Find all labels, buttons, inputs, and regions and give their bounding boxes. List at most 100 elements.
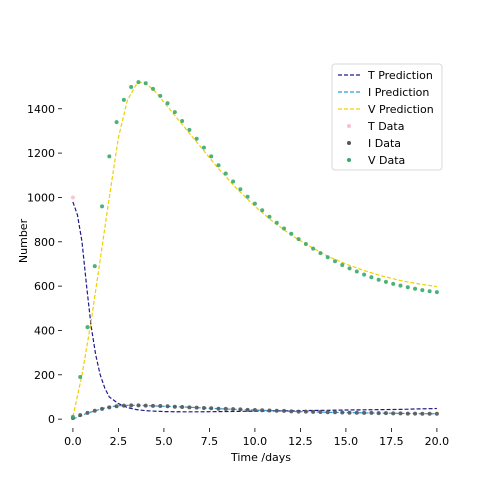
point-i-data	[252, 408, 257, 413]
point-i-data	[150, 403, 155, 408]
point-i-data	[231, 407, 236, 412]
x-tick-label: 0.0	[64, 435, 82, 448]
point-v-data	[209, 154, 214, 159]
legend: T Prediction I Prediction V Prediction T…	[331, 63, 443, 171]
point-i-data	[413, 411, 418, 416]
point-v-data	[238, 187, 243, 192]
point-v-data	[282, 226, 287, 231]
point-v-data	[201, 145, 206, 150]
point-i-data	[187, 405, 192, 410]
point-i-data	[332, 410, 337, 415]
point-i-data	[383, 411, 388, 416]
x-tick-label: 7.5	[201, 435, 219, 448]
point-i-data	[143, 403, 148, 408]
point-v-data	[383, 279, 388, 284]
point-i-data	[114, 404, 119, 409]
point-v-data	[347, 266, 352, 271]
line-v-prediction	[72, 81, 437, 418]
line-i-prediction	[72, 404, 437, 420]
point-v-data	[172, 110, 177, 115]
y-tick-label: 0	[48, 413, 55, 426]
legend-marker-i-data	[347, 141, 351, 145]
axes: 0.0 2.5 5.0 7.5 10.0 12.5 15.0 17.5 20.0 0 200 400 6…	[27, 103, 449, 448]
point-i-data	[420, 411, 425, 416]
point-i-data	[216, 406, 221, 411]
point-v-data	[158, 93, 163, 98]
point-i-data	[165, 404, 170, 409]
point-i-data	[85, 410, 90, 415]
point-v-data	[354, 269, 359, 274]
point-v-data	[362, 272, 367, 277]
point-v-data	[274, 220, 279, 225]
point-v-data	[136, 80, 141, 85]
legend-label-t-prediction: T Prediction	[367, 69, 433, 82]
point-v-data	[216, 163, 221, 168]
legend-marker-t-data	[347, 124, 351, 128]
point-v-data	[92, 264, 97, 269]
point-i-data	[260, 408, 265, 413]
point-i-data	[398, 411, 403, 416]
point-v-data	[85, 325, 90, 330]
point-v-data	[260, 208, 265, 213]
y-axis-label: Number	[17, 218, 30, 263]
point-v-data	[245, 194, 250, 199]
point-t-data	[70, 195, 75, 200]
point-i-data	[267, 408, 272, 413]
point-v-data	[194, 136, 199, 141]
point-v-data	[78, 375, 83, 380]
y-tick-label: 1000	[27, 191, 55, 204]
data-points	[70, 80, 439, 421]
point-v-data	[332, 259, 337, 264]
point-i-data	[296, 409, 301, 414]
point-i-data	[325, 410, 330, 415]
point-v-data	[434, 290, 439, 295]
point-i-data	[136, 403, 141, 408]
legend-box	[331, 63, 443, 171]
point-v-data	[391, 281, 396, 286]
point-v-data	[165, 101, 170, 106]
x-tick-label: 2.5	[110, 435, 128, 448]
y-tick-label: 800	[34, 236, 55, 249]
y-tick-label: 200	[34, 369, 55, 382]
point-v-data	[70, 414, 75, 419]
line-t-prediction	[72, 201, 437, 413]
y-tick-label: 1200	[27, 147, 55, 160]
point-i-data	[129, 403, 134, 408]
point-v-data	[420, 288, 425, 293]
point-v-data	[318, 251, 323, 256]
point-i-data	[318, 410, 323, 415]
point-v-data	[296, 237, 301, 242]
legend-marker-v-data	[347, 158, 351, 162]
point-v-data	[427, 289, 432, 294]
point-v-data	[129, 85, 134, 90]
y-tick-label: 600	[34, 280, 55, 293]
legend-label-t-data: T Data	[367, 120, 404, 133]
point-i-data	[78, 413, 83, 418]
point-v-data	[267, 214, 272, 219]
point-i-data	[238, 407, 243, 412]
point-v-data	[398, 283, 403, 288]
legend-label-v-prediction: V Prediction	[368, 103, 434, 116]
point-i-data	[340, 410, 345, 415]
point-i-data	[391, 411, 396, 416]
point-i-data	[201, 406, 206, 411]
x-tick-label: 5.0	[155, 435, 173, 448]
point-v-data	[107, 154, 112, 159]
point-v-data	[143, 81, 148, 86]
point-v-data	[180, 118, 185, 123]
point-i-data	[172, 404, 177, 409]
point-i-data	[223, 406, 228, 411]
point-i-data	[245, 407, 250, 412]
x-tick-label: 17.5	[379, 435, 404, 448]
point-v-data	[289, 231, 294, 236]
point-i-data	[362, 410, 367, 415]
point-v-data	[303, 242, 308, 246]
point-i-data	[158, 404, 163, 409]
point-i-data	[369, 410, 374, 415]
point-i-data	[194, 405, 199, 410]
x-tick-label: 10.0	[243, 435, 268, 448]
x-tick-label: 20.0	[425, 435, 450, 448]
point-v-data	[223, 171, 228, 176]
point-i-data	[100, 406, 105, 411]
